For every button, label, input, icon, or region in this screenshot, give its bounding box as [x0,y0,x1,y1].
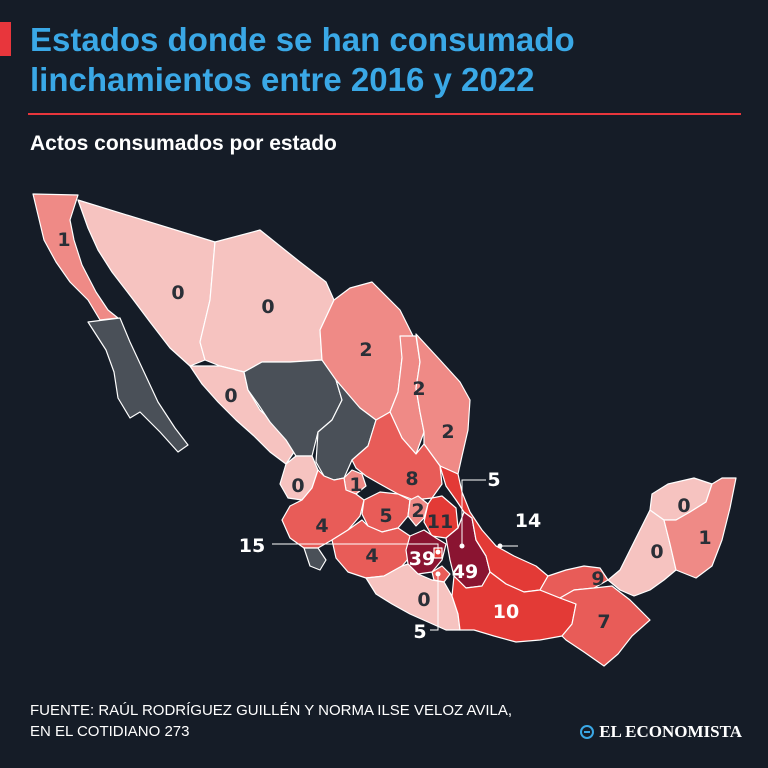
label-sinaloa: 0 [224,385,237,407]
source-line-2: EN EL COTIDIANO 273 [30,723,190,740]
state-morelos [431,565,451,583]
state-colima [303,547,327,571]
state-baja-california-sur [87,317,189,453]
accent-bar [0,22,11,56]
globe-icon [580,725,595,739]
label-oaxaca: 10 [493,601,519,623]
label-veracruz: 14 [515,510,541,532]
dot-tlaxcala [459,543,465,549]
label-morelos: 5 [413,621,426,643]
label-coahuila: 2 [359,339,372,361]
title-line-1: Estados donde se han consumado [30,21,575,58]
label-tlaxcala: 5 [487,469,500,491]
label-chiapas: 7 [597,611,610,633]
label-nuevo-leon: 2 [412,378,425,400]
leader-tlaxcala [461,479,486,546]
label-san-luis-potosi: 8 [405,468,418,490]
state-estado-de-mexico [405,529,447,575]
label-yucatan: 0 [677,495,690,517]
label-guerrero: 0 [417,589,430,611]
label-tamaulipas: 2 [441,421,454,443]
leader-cdmx [272,543,439,549]
state-guanajuato [361,491,411,533]
state-jalisco [281,469,365,549]
dot-morelos [435,571,441,577]
title-line-2: linchamientos entre 2016 y 2022 [30,61,535,98]
state-tabasco [539,565,609,599]
label-jalisco: 4 [315,515,328,537]
label-puebla: 49 [452,561,478,583]
label-cdmx: 15 [239,535,265,557]
state-sonora [77,199,216,367]
title-divider [28,113,741,115]
state-baja-california [32,193,119,321]
label-aguascalientes: 1 [349,474,362,496]
label-estado-de-mexico: 39 [409,548,435,570]
leader-morelos [430,576,439,631]
label-michoacan: 4 [365,545,378,567]
label-hidalgo: 11 [427,511,453,533]
state-chiapas [559,585,651,667]
label-tabasco: 9 [591,568,604,590]
label-guanajuato: 5 [379,505,392,527]
map-subtitle: Actos consumados por estado [30,132,337,155]
label-nayarit: 0 [291,475,304,497]
state-queretaro [407,495,429,527]
source-note: FUENTE: RAÚL RODRÍGUEZ GUILLÉN Y NORMA I… [30,700,590,742]
state-quintana-roo [663,477,737,579]
page-title: Estados donde se han consumado linchamie… [30,20,750,100]
dot-cdmx [435,549,441,555]
brand-name: EL ECONOMISTA [599,722,742,741]
state-san-luis-potosi [351,411,443,501]
label-sonora: 0 [171,282,184,304]
brand-logo: EL ECONOMISTA [580,722,742,742]
label-campeche: 0 [650,541,663,563]
source-line-1: FUENTE: RAÚL RODRÍGUEZ GUILLÉN Y NORMA I… [30,702,513,719]
label-queretaro: 2 [411,500,424,522]
label-baja-california: 1 [57,229,70,251]
dot-veracruz [497,543,503,549]
label-chihuahua: 0 [261,296,274,318]
label-quintana-roo: 1 [698,527,711,549]
